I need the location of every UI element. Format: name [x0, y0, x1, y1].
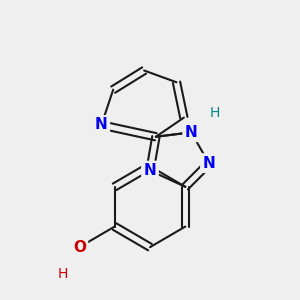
Text: H: H [58, 267, 68, 281]
Text: N: N [95, 118, 108, 133]
Text: N: N [202, 156, 215, 171]
Text: N: N [185, 125, 198, 140]
Text: N: N [202, 156, 215, 171]
Text: N: N [185, 125, 198, 140]
Text: O: O [73, 240, 86, 255]
Text: O: O [73, 240, 86, 255]
Text: N: N [144, 163, 156, 178]
Text: H: H [210, 106, 220, 120]
Text: N: N [144, 163, 156, 178]
Text: N: N [95, 118, 108, 133]
Text: H: H [58, 267, 68, 281]
Text: H: H [210, 106, 220, 120]
